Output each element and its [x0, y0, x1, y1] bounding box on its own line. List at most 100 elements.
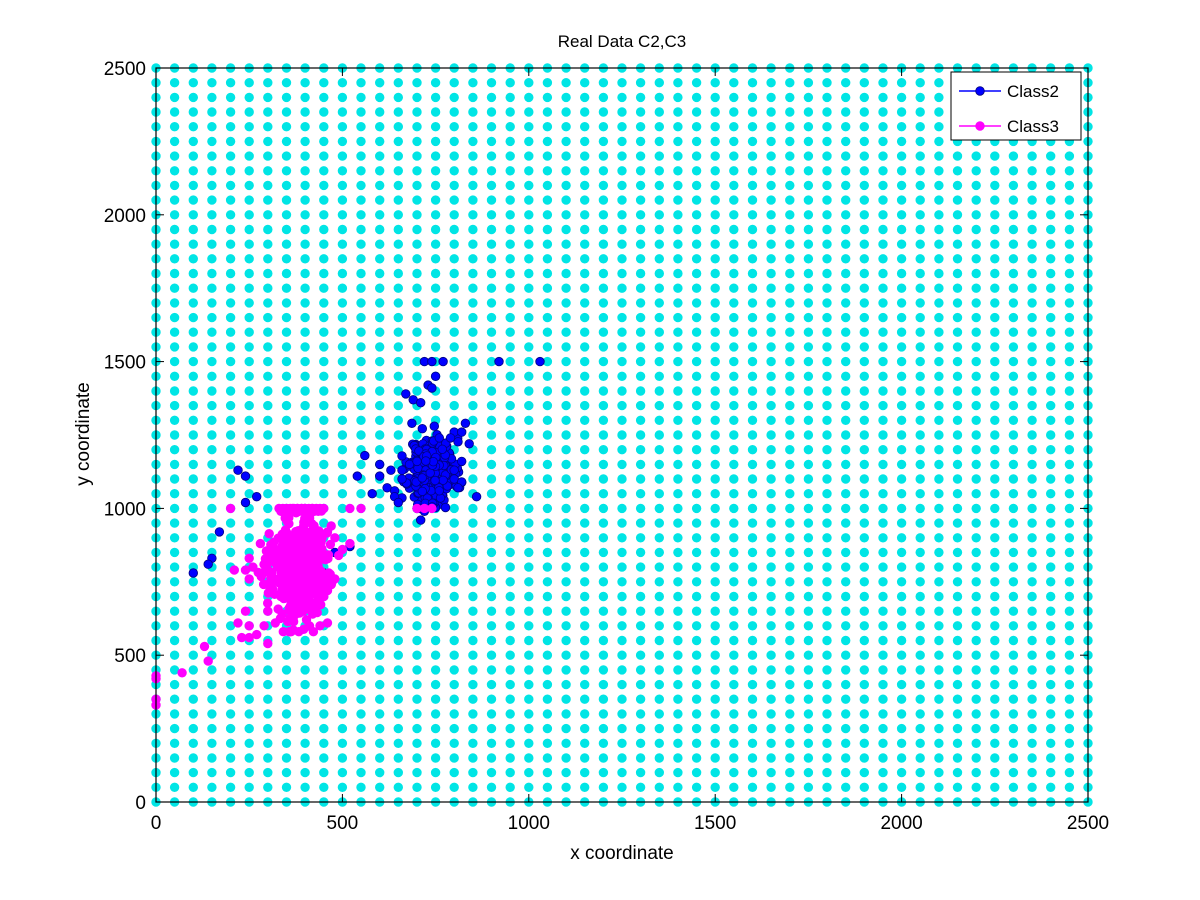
grid-point	[766, 430, 776, 440]
grid-point	[654, 195, 665, 205]
grid-point	[263, 151, 273, 161]
data-point	[244, 621, 254, 631]
grid-point	[524, 474, 534, 484]
grid-point	[225, 547, 236, 558]
grid-point	[263, 136, 273, 147]
grid-point	[803, 738, 814, 749]
grid-point	[654, 753, 665, 763]
grid-point	[934, 753, 944, 763]
grid-point	[785, 342, 795, 352]
grid-point	[486, 635, 497, 646]
grid-point	[747, 400, 758, 411]
grid-point	[263, 767, 273, 778]
grid-point	[505, 738, 515, 749]
grid-point	[412, 77, 422, 88]
grid-point	[1064, 694, 1075, 704]
grid-point	[822, 533, 832, 543]
grid-point	[841, 430, 851, 440]
grid-point	[524, 679, 534, 690]
grid-point	[580, 577, 590, 587]
grid-point	[766, 121, 776, 132]
grid-point	[1027, 327, 1037, 337]
grid-point	[580, 342, 590, 352]
grid-point	[356, 489, 366, 499]
grid-point	[375, 195, 385, 205]
grid-point	[1045, 430, 1056, 440]
grid-point	[990, 723, 1000, 734]
grid-point	[654, 254, 665, 264]
grid-point	[225, 591, 236, 602]
grid-point	[934, 136, 944, 147]
grid-point	[542, 474, 553, 484]
grid-point	[859, 635, 870, 646]
grid-point	[747, 474, 758, 484]
grid-point	[356, 782, 366, 793]
grid-point	[691, 709, 702, 719]
grid-point	[710, 606, 720, 616]
grid-point	[430, 679, 441, 690]
grid-point	[598, 474, 609, 484]
grid-point	[878, 283, 888, 293]
grid-point	[430, 635, 441, 646]
grid-point	[896, 709, 907, 719]
grid-point	[710, 151, 720, 161]
grid-point	[915, 694, 925, 704]
grid-point	[1064, 709, 1075, 719]
grid-point	[896, 283, 907, 293]
grid-point	[505, 430, 515, 440]
grid-point	[542, 195, 553, 205]
grid-point	[803, 694, 814, 704]
data-point	[199, 641, 210, 652]
grid-point	[375, 767, 385, 778]
grid-point	[1045, 665, 1056, 675]
data-point	[240, 606, 251, 616]
grid-point	[673, 503, 683, 514]
grid-point	[449, 386, 459, 396]
grid-point	[412, 327, 422, 337]
grid-point	[859, 621, 870, 631]
grid-point	[971, 577, 981, 587]
grid-point	[654, 577, 665, 587]
grid-point	[729, 121, 739, 132]
grid-point	[952, 562, 963, 572]
grid-point	[673, 577, 683, 587]
grid-point	[505, 474, 515, 484]
data-point	[244, 574, 254, 584]
grid-point	[263, 782, 273, 793]
grid-point	[747, 650, 758, 660]
grid-point	[337, 767, 348, 778]
y-axis-label: y coordinate	[73, 382, 94, 486]
grid-point	[841, 254, 851, 264]
grid-point	[169, 371, 180, 382]
grid-point	[785, 562, 795, 572]
grid-point	[337, 474, 348, 484]
grid-point	[207, 665, 217, 675]
grid-point	[356, 254, 366, 264]
grid-point	[934, 445, 944, 455]
grid-point	[710, 415, 720, 426]
grid-point	[1008, 166, 1019, 176]
data-point	[397, 474, 407, 484]
grid-point	[841, 782, 851, 793]
grid-point	[766, 136, 776, 147]
grid-point	[710, 591, 720, 602]
grid-point	[990, 151, 1000, 161]
grid-point	[785, 753, 795, 763]
grid-point	[300, 723, 310, 734]
grid-point	[449, 767, 459, 778]
grid-point	[244, 650, 254, 660]
grid-point	[766, 709, 776, 719]
grid-point	[1027, 694, 1037, 704]
grid-point	[505, 577, 515, 587]
grid-point	[319, 239, 329, 249]
grid-point	[990, 445, 1000, 455]
grid-point	[915, 312, 925, 323]
grid-point	[356, 679, 366, 690]
grid-point	[785, 371, 795, 382]
grid-point	[468, 709, 478, 719]
grid-point	[1027, 606, 1037, 616]
grid-point	[356, 400, 366, 411]
grid-point	[169, 577, 180, 587]
grid-point	[822, 166, 832, 176]
grid-point	[375, 709, 385, 719]
